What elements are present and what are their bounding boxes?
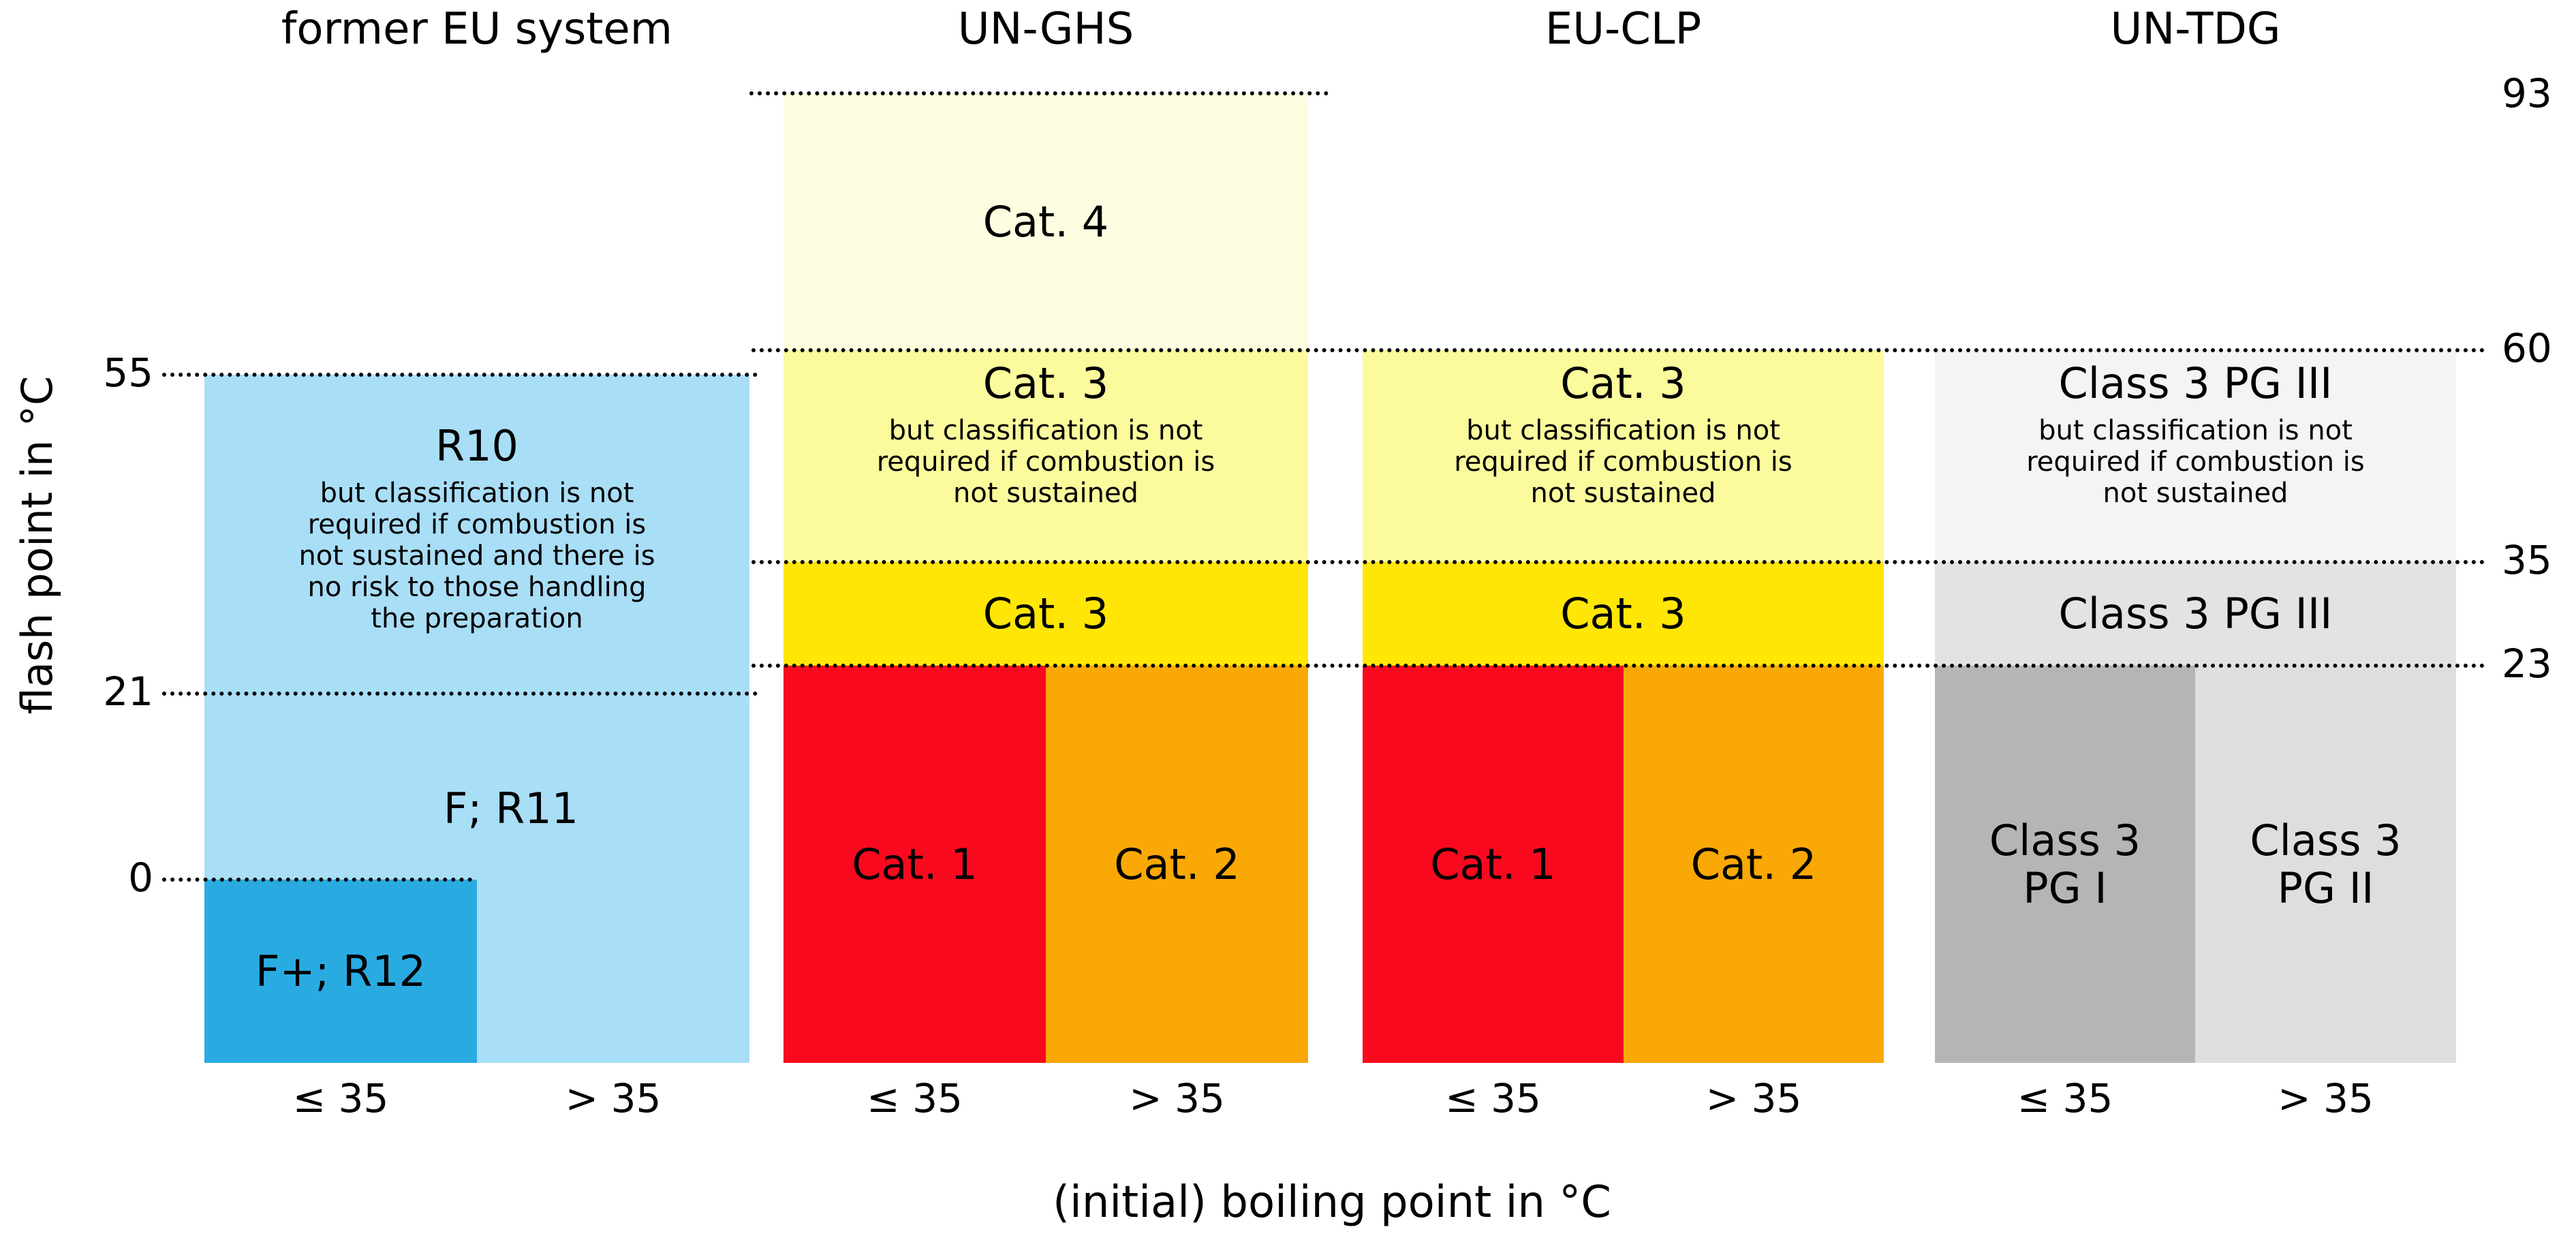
y-tick-93: 93 <box>2502 70 2552 117</box>
header-un-tdg: UN-TDG <box>2110 4 2281 55</box>
label-eu-r12: F+; R12 <box>255 946 426 996</box>
label-ghs-cat3-upper: Cat. 3 <box>982 358 1109 408</box>
label-tdg-pg3-upper: Class 3 PG III <box>2058 358 2333 408</box>
y-tick-60: 60 <box>2502 325 2552 371</box>
region-ghs-cat4: Cat. 4 <box>783 93 1308 350</box>
y-axis-title: flash point in °C <box>12 375 62 715</box>
dotted-line-60 <box>751 348 2485 352</box>
label-group-eu-r10: R10 but classification is not required i… <box>204 421 749 635</box>
region-clp-cat3-upper: Cat. 3 but classification is not require… <box>1363 350 1884 562</box>
label-ghs-cat1: Cat. 1 <box>852 839 978 889</box>
x-tick-ghs-le35: ≤ 35 <box>867 1075 963 1121</box>
region-clp-cat1: Cat. 1 <box>1363 666 1624 1063</box>
header-eu-clp: EU-CLP <box>1545 4 1702 55</box>
y-tick-0: 0 <box>128 854 153 901</box>
label-tdg-pg1: Class 3 PG I <box>1989 816 2141 913</box>
x-tick-eu-gt35: > 35 <box>565 1075 662 1121</box>
region-tdg-pg3-upper: Class 3 PG III but classification is not… <box>1935 350 2456 562</box>
region-tdg-pg3-lower: Class 3 PG III <box>1935 562 2456 666</box>
y-tick-21: 21 <box>103 668 153 715</box>
label-ghs-cat2: Cat. 2 <box>1114 839 1240 889</box>
label-tdg-pg3-lower: Class 3 PG III <box>2058 589 2333 639</box>
label-ghs-cat3-lower: Cat. 3 <box>982 589 1109 639</box>
label-clp-cat2: Cat. 2 <box>1690 839 1817 889</box>
note-clp-cat3: but classification is not required if co… <box>1454 415 1793 510</box>
note-eu-r10: but classification is not required if co… <box>298 478 655 635</box>
y-tick-55: 55 <box>103 350 153 396</box>
label-eu-r10: R10 <box>435 421 518 471</box>
region-eu-r12: F+; R12 <box>204 880 477 1063</box>
region-tdg-pg1: Class 3 PG I <box>1935 666 2195 1063</box>
region-clp-cat3-lower: Cat. 3 <box>1363 562 1884 666</box>
dotted-line-35 <box>751 560 2485 564</box>
note-ghs-cat3: but classification is not required if co… <box>876 415 1215 510</box>
label-clp-cat1: Cat. 1 <box>1430 839 1556 889</box>
y-tick-35: 35 <box>2502 537 2552 583</box>
label-ghs-cat4: Cat. 4 <box>982 196 1109 247</box>
x-tick-tdg-le35: ≤ 35 <box>2017 1075 2113 1121</box>
x-tick-clp-gt35: > 35 <box>1705 1075 1802 1121</box>
header-former-eu-system: former EU system <box>281 4 673 55</box>
dotted-line-23 <box>751 664 2485 668</box>
label-eu-r11: F; R11 <box>443 784 579 833</box>
label-clp-cat3-lower: Cat. 3 <box>1560 589 1686 639</box>
region-ghs-cat3-lower: Cat. 3 <box>783 562 1308 666</box>
region-clp-cat2: Cat. 2 <box>1624 666 1884 1063</box>
header-un-ghs: UN-GHS <box>957 4 1134 55</box>
x-axis-title: (initial) boiling point in °C <box>1053 1177 1611 1228</box>
region-tdg-pg2: Class 3 PG II <box>2195 666 2456 1063</box>
x-tick-clp-le35: ≤ 35 <box>1445 1075 1541 1121</box>
label-clp-cat3-upper: Cat. 3 <box>1560 358 1686 408</box>
x-tick-tdg-gt35: > 35 <box>2278 1075 2374 1121</box>
y-tick-23: 23 <box>2502 640 2552 687</box>
dotted-line-55 <box>162 373 758 377</box>
x-tick-ghs-gt35: > 35 <box>1129 1075 1225 1121</box>
dotted-line-0 <box>162 878 472 882</box>
region-ghs-cat1: Cat. 1 <box>783 666 1046 1063</box>
region-ghs-cat3-upper: Cat. 3 but classification is not require… <box>783 350 1308 562</box>
dotted-line-93 <box>749 91 1329 95</box>
label-tdg-pg2: Class 3 PG II <box>2250 816 2402 913</box>
note-tdg-pg3: but classification is not required if co… <box>2026 415 2365 510</box>
x-tick-eu-le35: ≤ 35 <box>292 1075 389 1121</box>
dotted-line-21 <box>162 692 758 696</box>
region-ghs-cat2: Cat. 2 <box>1046 666 1308 1063</box>
